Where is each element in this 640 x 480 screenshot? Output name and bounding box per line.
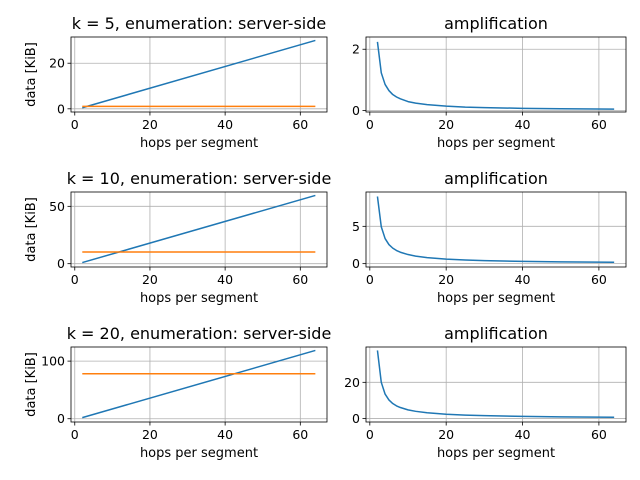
x-tick-label: 60 <box>591 272 607 287</box>
panel-2: 0 20 40 60 0 50k = 10, enumeration: server-si… <box>24 169 331 306</box>
x-tick-label: 40 <box>515 427 531 442</box>
x-tick-label: 0 <box>71 272 79 287</box>
plot-frame <box>70 346 328 423</box>
panel-5: 0 20 40 60 0 20 amplification hops per segment <box>344 324 627 461</box>
panel-3: 0 20 40 60 0 5 amplification hops per segment <box>352 169 627 306</box>
y-axis-label: data [KiB] <box>24 42 39 107</box>
x-axis-label: hops per segment <box>437 136 555 151</box>
plot-frame <box>70 36 328 113</box>
series-line-0 <box>376 350 615 418</box>
x-tick-label: 40 <box>217 272 233 287</box>
x-tick-label: 20 <box>142 427 158 442</box>
series-line-0 <box>82 39 316 109</box>
plot-frame <box>365 36 627 113</box>
chart-title: k = 10, enumeration: server-side <box>67 169 332 188</box>
x-tick-label: 40 <box>217 427 233 442</box>
y-tick-label: 0 <box>352 256 360 271</box>
panel-0: 0 20 40 60 0 20 k = 5, enumeration: server-sid… <box>24 14 328 151</box>
x-tick-label: 40 <box>515 117 531 132</box>
panel-1: 0 20 40 60 0 2 amplification hops per segment <box>352 14 627 151</box>
x-axis-label: hops per segment <box>140 291 258 306</box>
y-tick-label: 20 <box>49 56 65 71</box>
x-tick-label: 60 <box>591 117 607 132</box>
x-tick-label: 60 <box>591 427 607 442</box>
plot-frame <box>365 346 627 423</box>
x-tick-label: 20 <box>142 117 158 132</box>
x-tick-label: 0 <box>71 427 79 442</box>
chart-title: amplification <box>444 324 548 343</box>
y-axis-label: data [KiB] <box>24 197 39 262</box>
x-tick-label: 20 <box>438 117 454 132</box>
x-tick-label: 0 <box>71 117 79 132</box>
x-axis-label: hops per segment <box>140 136 258 151</box>
y-tick-label: 100 <box>41 354 65 369</box>
x-tick-label: 60 <box>292 427 308 442</box>
y-tick-label: 0 <box>57 101 65 116</box>
series-line-0 <box>376 41 615 110</box>
chart-title: k = 20, enumeration: server-side <box>67 324 332 343</box>
x-tick-label: 0 <box>366 427 374 442</box>
x-tick-label: 60 <box>292 117 308 132</box>
plot-frame <box>365 191 627 268</box>
y-tick-label: 0 <box>57 411 65 426</box>
y-tick-label: 0 <box>57 256 65 271</box>
x-tick-label: 40 <box>217 117 233 132</box>
plot-frame <box>70 191 328 268</box>
x-tick-label: 20 <box>142 272 158 287</box>
x-tick-label: 60 <box>292 272 308 287</box>
x-tick-label: 20 <box>438 272 454 287</box>
x-axis-label: hops per segment <box>437 446 555 461</box>
x-tick-label: 20 <box>438 427 454 442</box>
y-axis-label: data [KiB] <box>24 352 39 417</box>
chart-title: amplification <box>444 169 548 188</box>
x-tick-label: 40 <box>515 272 531 287</box>
chart-title: k = 5, enumeration: server-side <box>72 14 326 33</box>
y-tick-label: 0 <box>352 411 360 426</box>
y-tick-label: 5 <box>352 219 360 234</box>
y-tick-label: 50 <box>49 199 65 214</box>
x-tick-label: 0 <box>366 272 374 287</box>
series-line-0 <box>82 349 316 419</box>
x-axis-label: hops per segment <box>140 446 258 461</box>
y-tick-label: 20 <box>344 375 360 390</box>
x-tick-label: 0 <box>366 117 374 132</box>
series-line-0 <box>376 196 615 263</box>
y-tick-label: 0 <box>352 103 360 118</box>
x-axis-label: hops per segment <box>437 291 555 306</box>
y-tick-label: 2 <box>352 42 360 57</box>
chart-title: amplification <box>444 14 548 33</box>
